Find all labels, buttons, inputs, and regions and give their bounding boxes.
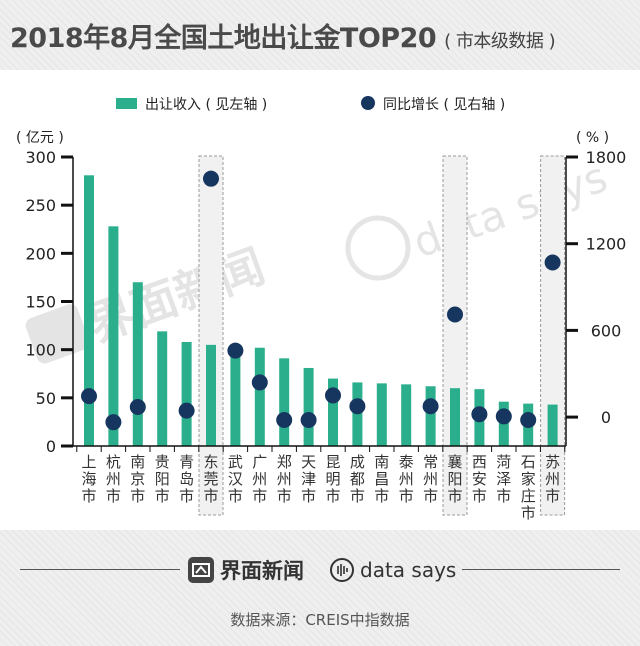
growth-dot	[251, 374, 268, 391]
bar	[254, 347, 265, 446]
growth-dot	[544, 254, 561, 271]
bar	[401, 384, 412, 446]
x-tick-label: 郑州市	[277, 453, 292, 505]
x-tick-label: 上海市	[81, 453, 96, 505]
growth-dot	[129, 398, 146, 415]
x-tick-label: 昆明市	[325, 453, 340, 505]
title-band: 2018年8月全国土地出让金TOP20 ( 市本级数据 )	[0, 0, 640, 70]
bar	[279, 358, 290, 446]
x-tick-label: 天津市	[301, 453, 316, 505]
y-left-tick-label: 200	[25, 244, 56, 263]
y-left-tick-label: 0	[46, 437, 56, 456]
x-tick-label: 石家庄市	[521, 453, 536, 522]
bar	[206, 344, 216, 446]
x-tick-label: 菏泽市	[496, 453, 511, 505]
legend-dot-label: 同比增长 ( 见右轴 )	[383, 97, 505, 113]
watermark-datasays-icon	[345, 215, 411, 281]
jiemian-logo-text: 界面新闻	[220, 559, 304, 583]
bar	[376, 383, 387, 446]
highlight-box	[198, 155, 224, 516]
bar	[328, 378, 338, 446]
y-left-tick-label: 50	[36, 389, 56, 408]
y-left-tick-label: 250	[25, 196, 56, 215]
growth-dot	[422, 398, 439, 415]
legend-bar-label: 出让收入 ( 见左轴 )	[145, 97, 267, 113]
growth-dot	[178, 402, 195, 419]
growth-dot	[349, 398, 366, 415]
growth-dot	[495, 408, 512, 425]
x-tick-label: 襄阳市	[447, 453, 462, 505]
x-tick-label: 南昌市	[374, 453, 389, 505]
legend-dot-swatch	[361, 96, 375, 110]
jiemian-logo: 界面新闻	[188, 554, 304, 586]
data-source: 数据来源：CREIS中指数据	[230, 611, 410, 629]
x-tick-label: 青岛市	[179, 453, 194, 505]
title-main: 2018年8月全国土地出让金TOP20	[10, 23, 437, 54]
y-right-tick-label: 1200	[586, 235, 627, 254]
x-tick-label: 成都市	[350, 453, 365, 505]
y-left-tick-label: 300	[25, 148, 56, 167]
x-tick-label: 东莞市	[203, 453, 218, 505]
jiemian-logo-icon	[188, 557, 214, 583]
x-tick-label: 贵阳市	[155, 453, 170, 505]
chart-panel	[0, 70, 640, 530]
footer-divider-right	[462, 569, 620, 570]
highlight-box	[540, 155, 566, 516]
growth-dot	[276, 411, 293, 428]
bar	[450, 388, 460, 446]
x-tick-label: 西安市	[472, 453, 487, 505]
datasays-logo-text: data says	[360, 558, 457, 582]
x-tick-label: 泰州市	[399, 453, 414, 505]
bar	[425, 386, 436, 446]
bar	[108, 226, 119, 446]
growth-dot	[105, 414, 122, 431]
bar	[547, 404, 558, 446]
footer-logo-row: 界面新闻 data says	[0, 545, 640, 595]
growth-dot	[447, 306, 463, 323]
growth-dot	[203, 170, 219, 187]
bar	[181, 341, 192, 446]
growth-dot	[227, 342, 244, 359]
highlight-box	[442, 155, 468, 516]
legend-bar-swatch	[116, 98, 137, 109]
y-right-tick-label: 0	[601, 408, 611, 427]
datasays-logo-icon	[330, 558, 354, 582]
watermark-datasays-text: data says	[407, 152, 614, 267]
growth-dot	[81, 388, 97, 405]
y-left-title: ( 亿元 )	[16, 130, 64, 146]
y-right-title: ( % )	[576, 130, 609, 146]
bar	[84, 175, 94, 446]
bar	[230, 347, 241, 446]
x-tick-label: 常州市	[423, 453, 438, 505]
x-tick-label: 武汉市	[228, 453, 243, 505]
x-tick-label: 广州市	[252, 453, 267, 505]
bar	[303, 367, 314, 446]
bar	[132, 282, 143, 446]
watermark-datasays: data says	[345, 152, 614, 281]
chart-title: 2018年8月全国土地出让金TOP20 ( 市本级数据 )	[10, 16, 556, 55]
y-left-tick-label: 100	[25, 341, 56, 360]
x-tick-label: 南京市	[130, 453, 145, 505]
y-right-tick-label: 600	[591, 321, 622, 340]
bar	[157, 331, 168, 446]
y-left-tick-label: 150	[25, 293, 56, 312]
datasays-logo: data says	[330, 554, 456, 586]
growth-dot	[471, 406, 488, 423]
x-tick-label: 杭州市	[106, 453, 121, 505]
y-right-tick-label: 1800	[586, 148, 627, 167]
x-tick-label: 苏州市	[545, 453, 560, 505]
title-subtitle: ( 市本级数据 )	[444, 31, 556, 52]
growth-dot	[300, 411, 317, 428]
footer-divider-left	[20, 569, 180, 570]
growth-dot	[325, 387, 341, 404]
growth-dot	[520, 411, 537, 428]
